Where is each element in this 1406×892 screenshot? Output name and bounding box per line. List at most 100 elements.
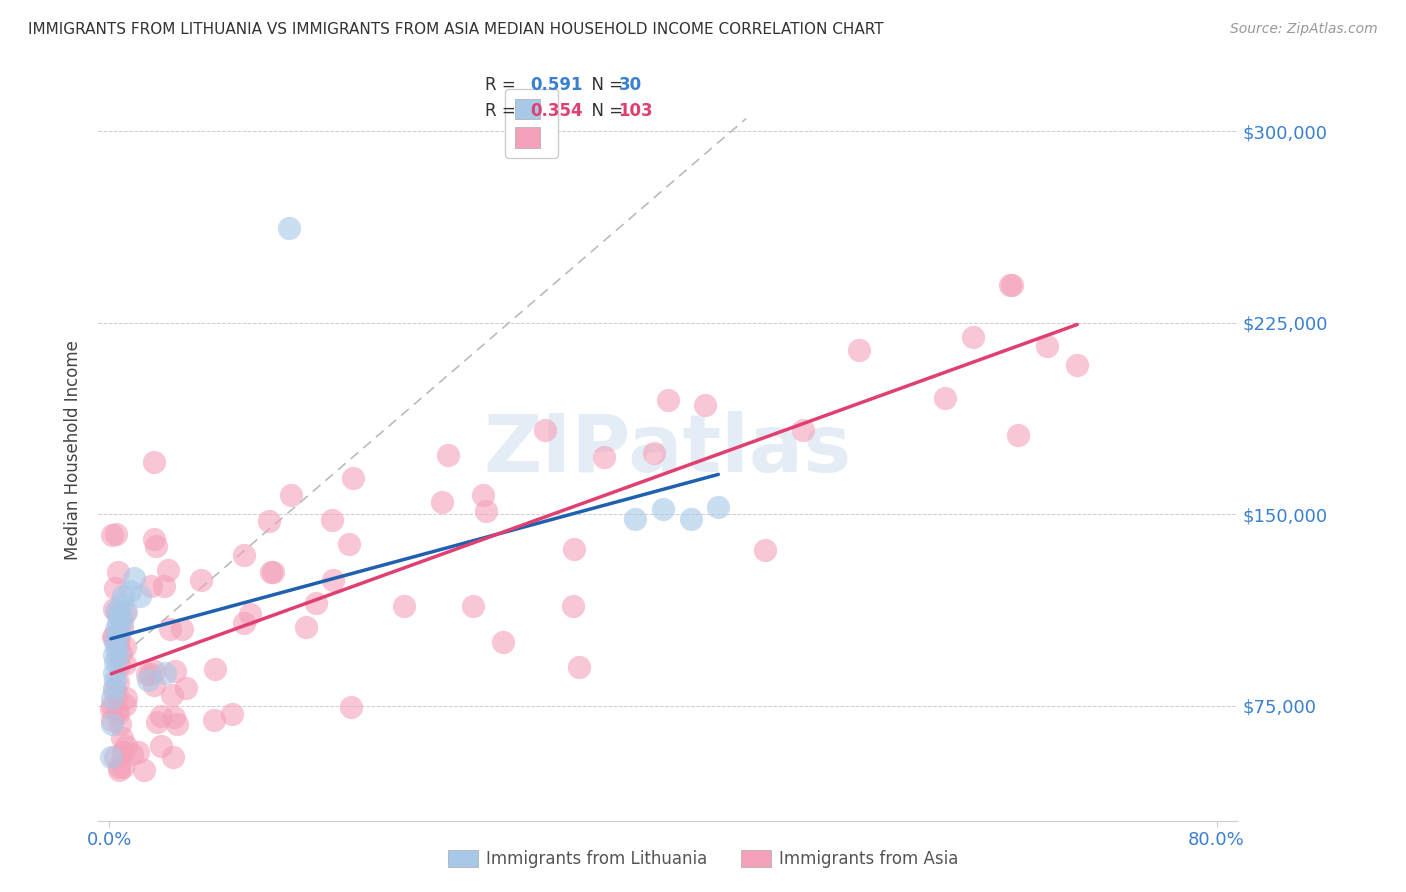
Point xyxy=(104,656,127,670)
Point xyxy=(105,604,128,618)
Point xyxy=(101,527,124,541)
Point xyxy=(998,277,1021,292)
Point xyxy=(295,620,318,634)
Point xyxy=(107,615,129,629)
Point xyxy=(232,548,254,562)
Text: R =: R = xyxy=(485,103,522,120)
Point xyxy=(103,602,125,616)
Point xyxy=(754,542,776,557)
Point xyxy=(142,677,165,691)
Point xyxy=(238,607,260,621)
Point xyxy=(107,657,129,672)
Point xyxy=(134,763,156,777)
Point xyxy=(437,449,460,463)
Point xyxy=(105,526,128,541)
Point xyxy=(101,713,124,727)
Point xyxy=(105,622,128,636)
Point xyxy=(115,690,138,705)
Point xyxy=(934,391,956,405)
Point xyxy=(153,579,176,593)
Point xyxy=(139,579,162,593)
Point xyxy=(430,495,453,509)
Point xyxy=(101,630,124,644)
Point xyxy=(110,597,132,611)
Point xyxy=(162,750,184,764)
Point xyxy=(107,635,129,649)
Point xyxy=(107,606,129,620)
Point xyxy=(108,627,131,641)
Point xyxy=(321,513,343,527)
Point xyxy=(657,393,679,408)
Point xyxy=(104,673,127,688)
Text: ZIPatlas: ZIPatlas xyxy=(484,411,852,490)
Point xyxy=(562,599,585,613)
Point xyxy=(394,599,416,613)
Point xyxy=(260,565,283,579)
Point xyxy=(142,664,165,678)
Point xyxy=(848,343,870,358)
Point xyxy=(101,698,124,712)
Point xyxy=(114,657,136,672)
Point xyxy=(340,699,363,714)
Point xyxy=(105,688,128,702)
Point xyxy=(107,566,129,580)
Point xyxy=(121,747,143,762)
Point xyxy=(162,688,184,702)
Point xyxy=(127,745,149,759)
Point xyxy=(165,665,187,679)
Point xyxy=(101,691,124,706)
Point xyxy=(104,581,127,595)
Point xyxy=(108,627,131,641)
Text: N =: N = xyxy=(581,76,628,94)
Point xyxy=(624,512,647,526)
Point xyxy=(593,450,616,464)
Text: 30: 30 xyxy=(619,76,641,94)
Point xyxy=(652,502,675,516)
Point xyxy=(103,681,125,695)
Point xyxy=(159,622,181,636)
Point xyxy=(111,731,134,745)
Point xyxy=(232,615,254,630)
Point xyxy=(204,661,226,675)
Point xyxy=(103,665,125,680)
Point xyxy=(157,563,180,577)
Legend: Immigrants from Lithuania, Immigrants from Asia: Immigrants from Lithuania, Immigrants fr… xyxy=(441,843,965,875)
Point xyxy=(707,500,730,514)
Point xyxy=(120,583,142,598)
Point xyxy=(107,648,129,662)
Point xyxy=(108,759,131,773)
Point xyxy=(136,673,159,688)
Point xyxy=(1001,278,1024,293)
Point xyxy=(153,665,176,680)
Y-axis label: Median Household Income: Median Household Income xyxy=(65,341,83,560)
Point xyxy=(100,702,122,716)
Point xyxy=(104,635,127,649)
Text: IMMIGRANTS FROM LITHUANIA VS IMMIGRANTS FROM ASIA MEDIAN HOUSEHOLD INCOME CORREL: IMMIGRANTS FROM LITHUANIA VS IMMIGRANTS … xyxy=(28,22,884,37)
Point xyxy=(100,749,122,764)
Point xyxy=(138,667,160,681)
Point xyxy=(475,504,498,518)
Point xyxy=(278,221,301,235)
Point xyxy=(149,739,172,754)
Point xyxy=(792,423,814,437)
Point xyxy=(107,635,129,649)
Point xyxy=(114,606,136,620)
Point xyxy=(149,709,172,723)
Point xyxy=(110,646,132,660)
Text: Source: ZipAtlas.com: Source: ZipAtlas.com xyxy=(1230,22,1378,37)
Point xyxy=(342,471,364,485)
Point xyxy=(262,566,284,580)
Point xyxy=(112,589,135,603)
Point xyxy=(259,515,281,529)
Point xyxy=(114,640,136,655)
Point xyxy=(103,648,125,662)
Point xyxy=(562,541,585,556)
Point xyxy=(190,573,212,587)
Point xyxy=(693,398,716,412)
Legend: , : , xyxy=(505,88,558,158)
Point xyxy=(107,706,129,721)
Point xyxy=(221,707,243,722)
Point xyxy=(103,682,125,697)
Point xyxy=(104,750,127,764)
Text: N =: N = xyxy=(581,103,628,120)
